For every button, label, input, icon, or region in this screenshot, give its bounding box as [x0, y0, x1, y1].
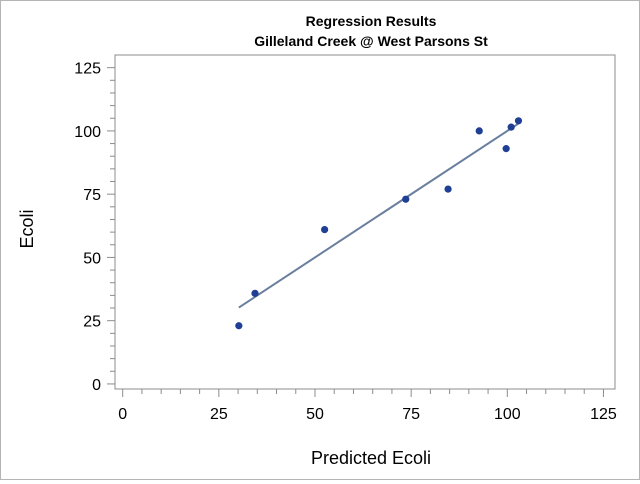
x-axis-ticks: 0 25 50 75 100 125 [118, 389, 617, 423]
plot-area [114, 54, 616, 390]
x-tick-label: 50 [306, 406, 324, 423]
y-tick-label: 125 [74, 61, 101, 78]
x-tick-label: 75 [402, 406, 420, 423]
data-point [321, 225, 329, 234]
x-axis-label: Predicted Ecoli [311, 448, 431, 468]
fit-line [238, 122, 520, 309]
data-point [514, 117, 523, 125]
x-tick-label: 100 [494, 406, 521, 423]
x-tick-label: 25 [210, 406, 228, 423]
data-point [507, 123, 515, 131]
data-point [475, 127, 483, 135]
chart-subtitle: Gilleland Creek @ West Parsons St [254, 33, 488, 49]
x-tick-label: 0 [118, 406, 127, 423]
y-axis-ticks: 0 25 50 75 100 125 [74, 61, 115, 394]
chart-title: Regression Results [306, 13, 437, 29]
y-tick-label: 50 [83, 250, 101, 267]
data-points [235, 117, 523, 330]
y-tick-label: 75 [83, 187, 101, 204]
y-tick-label: 100 [74, 124, 101, 141]
data-point [402, 195, 410, 203]
data-point [502, 145, 510, 153]
regression-fit [238, 122, 520, 309]
x-tick-label: 125 [590, 406, 617, 423]
data-point [251, 289, 259, 297]
data-point [235, 322, 243, 330]
y-axis-label: Ecoli [17, 209, 37, 248]
y-tick-label: 0 [92, 377, 101, 394]
y-tick-label: 25 [83, 314, 101, 331]
data-point [444, 185, 452, 193]
